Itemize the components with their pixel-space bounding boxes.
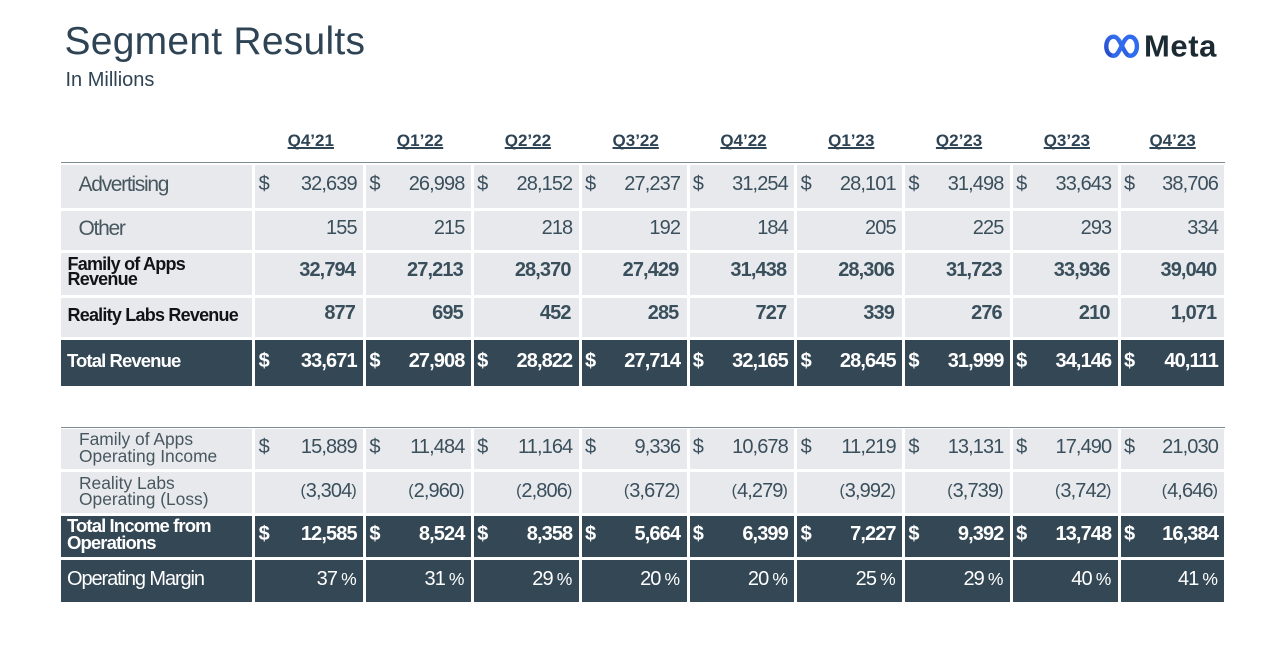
svg-text:Meta: Meta (1144, 33, 1217, 60)
